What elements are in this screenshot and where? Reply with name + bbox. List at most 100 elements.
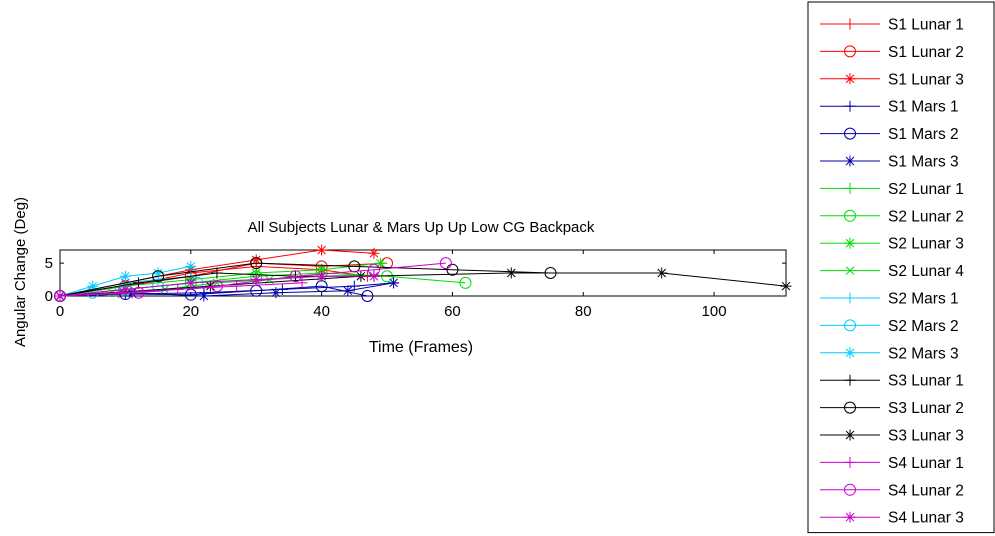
legend-swatch-marker [845,266,855,275]
data-point-s1-lunar-3 [316,244,328,256]
legend-swatch-marker [844,456,856,468]
y-axis-label: Angular Change (Deg) [12,197,29,347]
data-point-s3-lunar-3 [780,280,792,292]
series-line-s4-lunar-3 [59,275,374,297]
legend-label: S1 Mars 2 [888,126,959,143]
legend-label: S1 Lunar 1 [888,17,964,34]
legend-swatch-marker [844,401,856,414]
legend-label: S3 Lunar 1 [888,373,964,390]
legend: S1 Lunar 1 S1 Lunar 2 S1 Lunar 3 S1 Mars 1 S… [807,1,995,534]
legend-entry-s1-lunar-1: S1 Lunar 1 [820,17,964,34]
legend-swatch-marker [844,483,856,496]
legend-label: S4 Lunar 2 [888,482,964,499]
legend-entry-s3-lunar-1: S3 Lunar 1 [820,373,964,390]
legend-entry-s3-lunar-3: S3 Lunar 3 [820,428,964,445]
data-point-s1-mars-3 [198,290,210,302]
series-line-s3-lunar-3 [59,272,787,297]
data-point-s4-lunar-1 [296,277,308,289]
legend-label: S1 Lunar 2 [888,44,964,61]
data-point-s4-lunar-3 [185,277,197,289]
data-point-s3-lunar-3 [505,267,517,279]
x-tick-label: 60 [444,303,461,320]
data-point-s4-lunar-3 [119,283,131,295]
legend-label: S3 Lunar 3 [888,428,964,445]
legend-entry-s1-mars-3: S1 Mars 3 [820,154,959,171]
legend-entry-s1-lunar-2: S1 Lunar 2 [820,44,964,61]
plot-area [54,244,792,302]
data-point-s4-lunar-2 [210,280,223,293]
legend-swatch-marker [844,429,856,441]
y-tick-label: 0 [45,288,53,305]
legend-label: S3 Lunar 2 [888,400,964,417]
x-tick-label: 100 [702,303,727,320]
legend-label: S2 Mars 2 [888,318,959,335]
data-point-s3-lunar-3 [656,267,668,279]
data-point-s3-lunar-2 [250,257,263,270]
data-point-s1-mars-3 [388,277,400,289]
data-point-s1-mars-2 [361,290,374,302]
data-point-s4-lunar-2 [132,286,145,299]
data-point-s4-lunar-3 [54,290,66,302]
legend-label: S1 Mars 3 [888,154,959,171]
legend-swatch-marker [844,237,856,249]
legend-entry-s2-mars-2: S2 Mars 2 [820,318,959,335]
legend-swatch-marker [844,374,856,386]
legend-swatch-marker [844,319,856,332]
x-tick-label: 20 [182,303,199,320]
x-tick-label: 80 [575,303,592,320]
data-point-s1-lunar-3 [368,247,380,259]
legend-swatch-marker [844,347,856,359]
legend-label: S1 Lunar 3 [888,71,964,88]
legend-entry-s3-lunar-2: S3 Lunar 2 [820,400,964,417]
legend-entry-s2-mars-3: S2 Mars 3 [820,345,959,362]
data-point-s2-mars-3 [119,270,131,282]
legend-label: S1 Mars 1 [888,99,959,116]
legend-label: S2 Lunar 2 [888,208,964,225]
data-point-s3-lunar-1 [211,267,223,279]
data-point-s3-lunar-2 [348,260,361,273]
legend-entry-s2-lunar-3: S2 Lunar 3 [820,236,964,253]
legend-swatch-marker [844,155,856,167]
legend-label: S2 Mars 1 [888,291,959,308]
x-axis-label: Time (Frames) [369,339,473,356]
data-point-s3-lunar-1 [132,277,144,289]
data-point-s2-mars-3 [87,280,99,292]
legend-entry-s2-lunar-2: S2 Lunar 2 [820,208,964,225]
legend-label: S2 Lunar 4 [888,263,964,280]
data-point-s3-lunar-2 [446,263,459,276]
data-point-s4-lunar-3 [368,270,380,282]
data-point-s2-lunar-2 [459,276,472,289]
legend-entry-s4-lunar-3: S4 Lunar 3 [820,510,964,527]
legend-swatch-marker [844,209,856,222]
legend-entry-s4-lunar-2: S4 Lunar 2 [820,482,964,499]
legend-label: S2 Lunar 1 [888,181,964,198]
legend-entry-s1-lunar-3: S1 Lunar 3 [820,71,964,88]
y-tick-label: 5 [45,255,53,272]
x-tick-label: 40 [313,303,330,320]
legend-swatch-marker [844,73,856,85]
legend-swatch-marker [844,182,856,194]
legend-entry-s1-mars-1: S1 Mars 1 [820,99,959,116]
legend-entry-s4-lunar-1: S4 Lunar 1 [820,455,964,472]
legend-label: S4 Lunar 3 [888,510,964,527]
data-point-s1-mars-3 [342,285,354,297]
data-point-s3-lunar-2 [152,270,165,283]
legend-label: S2 Lunar 3 [888,236,964,253]
legend-swatch-marker [844,127,856,140]
legend-box [807,1,995,534]
legend-swatch-marker [844,292,856,304]
data-point-s4-lunar-2 [289,270,302,283]
legend-entry-s2-lunar-1: S2 Lunar 1 [820,181,964,198]
data-point-s4-lunar-1 [231,280,243,292]
plot-frame [59,249,787,297]
legend-swatch-marker [844,100,856,112]
data-point-s4-lunar-3 [316,270,328,282]
data-point-s1-mars-3 [270,287,282,299]
legend-entry-s1-mars-2: S1 Mars 2 [820,126,959,143]
legend-entry-s2-mars-1: S2 Mars 1 [820,291,959,308]
series-line-s2-lunar-3 [59,262,381,297]
plot-axes: 0 20 40 60 80 100 0 5 [45,249,787,320]
chart-title: All Subjects Lunar & Mars Up Up Low CG B… [248,219,595,236]
legend-label: S2 Mars 3 [888,345,959,362]
